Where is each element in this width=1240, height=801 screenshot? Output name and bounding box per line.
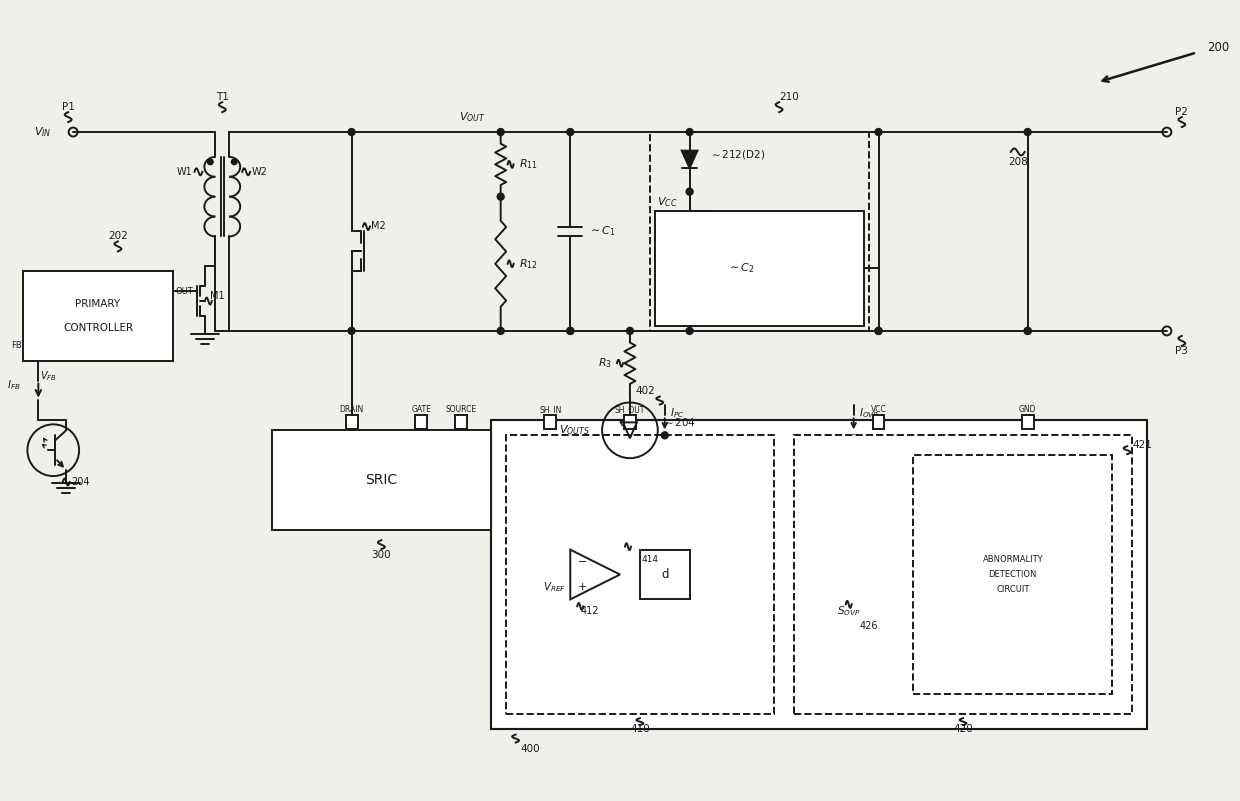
Text: 414: 414 [641, 554, 658, 564]
Circle shape [232, 159, 237, 165]
Text: $R_{12}$: $R_{12}$ [518, 257, 537, 271]
Text: CIRCUIT: CIRCUIT [996, 585, 1029, 594]
Text: 300: 300 [372, 549, 391, 560]
Bar [1022, 416, 1034, 429]
Text: $I_{OVP}$: $I_{OVP}$ [858, 407, 879, 421]
Text: W1: W1 [176, 167, 192, 177]
Text: P2: P2 [1176, 107, 1188, 117]
Circle shape [497, 193, 505, 200]
Text: ABNORMALITY: ABNORMALITY [982, 555, 1043, 564]
Text: $\sim 204$: $\sim 204$ [662, 417, 696, 429]
Text: P1: P1 [62, 103, 74, 112]
Text: $V_{OUT}$: $V_{OUT}$ [459, 111, 486, 124]
Bar [914, 455, 1112, 694]
Text: VCC: VCC [870, 405, 887, 414]
Text: d: d [661, 568, 668, 581]
Text: GND: GND [1019, 405, 1037, 414]
Circle shape [567, 328, 574, 334]
Text: 412: 412 [580, 606, 599, 616]
Text: 400: 400 [521, 743, 541, 754]
Text: FB: FB [11, 341, 21, 350]
Circle shape [207, 159, 213, 165]
Bar [506, 435, 774, 714]
Circle shape [875, 128, 882, 135]
Bar [794, 435, 1132, 714]
Text: +: + [578, 582, 588, 592]
Text: $\sim C_1$: $\sim C_1$ [588, 224, 616, 239]
Circle shape [497, 128, 505, 135]
Circle shape [497, 328, 505, 334]
Text: DRAIN: DRAIN [340, 405, 363, 414]
Text: $R_3$: $R_3$ [598, 356, 613, 370]
Text: 421: 421 [1132, 441, 1152, 450]
Text: 410: 410 [630, 723, 650, 734]
Polygon shape [682, 151, 697, 168]
Text: P3: P3 [1176, 346, 1188, 356]
Bar [640, 549, 689, 599]
Circle shape [626, 328, 634, 334]
Text: $R_{11}$: $R_{11}$ [518, 158, 537, 171]
Text: $I_{FB}$: $I_{FB}$ [6, 379, 20, 392]
Bar [491, 421, 1147, 729]
Circle shape [686, 128, 693, 135]
Bar [650, 132, 868, 331]
Bar [415, 416, 427, 429]
Circle shape [348, 328, 355, 334]
Text: 420: 420 [954, 723, 973, 734]
Circle shape [567, 328, 574, 334]
Circle shape [875, 328, 882, 334]
Circle shape [567, 128, 574, 135]
Text: OUT: OUT [176, 287, 193, 296]
Text: $V_{REF}$: $V_{REF}$ [543, 580, 567, 594]
Bar [24, 272, 172, 360]
Polygon shape [570, 549, 620, 599]
Text: M1: M1 [211, 291, 224, 301]
Bar [655, 211, 863, 326]
Text: $I_{PC}$: $I_{PC}$ [670, 407, 684, 421]
Text: 202: 202 [108, 231, 128, 241]
Text: M2: M2 [372, 222, 386, 231]
Text: $V_{OUTS}$: $V_{OUTS}$ [559, 424, 590, 437]
Text: SH_IN: SH_IN [539, 405, 562, 414]
Bar [272, 430, 491, 529]
Circle shape [1024, 328, 1032, 334]
Circle shape [348, 128, 355, 135]
Circle shape [875, 328, 882, 334]
Circle shape [1024, 328, 1032, 334]
Text: 208: 208 [1008, 157, 1028, 167]
Text: 204: 204 [71, 477, 89, 487]
Bar [455, 416, 467, 429]
Bar [873, 416, 884, 429]
Text: 210: 210 [779, 92, 799, 103]
Text: PRIMARY: PRIMARY [76, 299, 120, 309]
Circle shape [686, 188, 693, 195]
Text: GATE: GATE [412, 405, 432, 414]
Text: −: − [578, 557, 588, 567]
Bar [624, 416, 636, 429]
Text: 402: 402 [635, 385, 655, 396]
Text: $V_{IN}$: $V_{IN}$ [33, 125, 51, 139]
Text: SOURCE: SOURCE [445, 405, 476, 414]
Text: $\sim$212(D2): $\sim$212(D2) [709, 148, 766, 161]
Circle shape [686, 328, 693, 334]
Text: 426: 426 [859, 622, 878, 631]
Text: W2: W2 [252, 167, 268, 177]
Circle shape [1024, 128, 1032, 135]
Text: $V_{FB}$: $V_{FB}$ [40, 368, 57, 383]
Text: 200: 200 [1207, 41, 1229, 54]
Text: $S_{OVP}$: $S_{OVP}$ [837, 605, 861, 618]
Text: SH_OUT: SH_OUT [615, 405, 645, 414]
Text: $V_{CC}$: $V_{CC}$ [657, 195, 678, 208]
Text: DETECTION: DETECTION [988, 570, 1037, 579]
Circle shape [661, 432, 668, 439]
Text: CONTROLLER: CONTROLLER [63, 323, 133, 333]
Text: $\sim C_2$: $\sim C_2$ [728, 261, 755, 276]
Bar [544, 416, 557, 429]
Text: T1: T1 [216, 92, 228, 103]
Text: SRIC: SRIC [366, 473, 398, 487]
Bar [346, 416, 357, 429]
